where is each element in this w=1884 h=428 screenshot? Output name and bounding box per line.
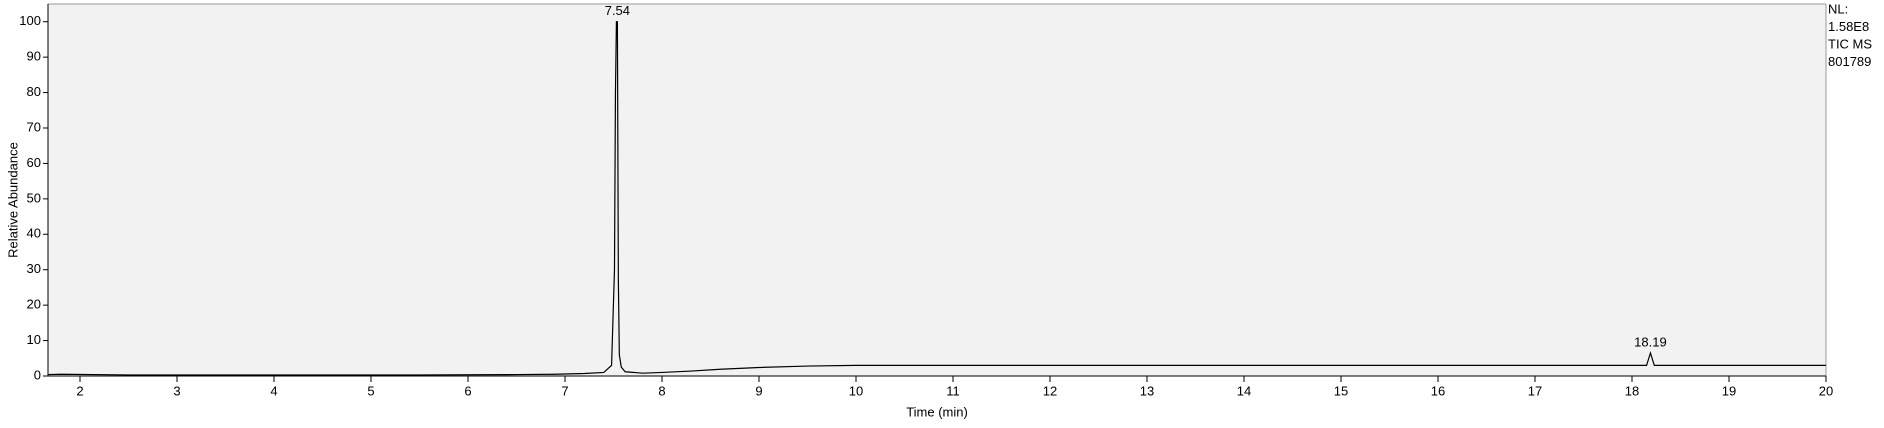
x-tick-label: 15 bbox=[1334, 383, 1348, 398]
plot-area bbox=[47, 3, 1827, 377]
x-tick-label: 17 bbox=[1528, 383, 1542, 398]
chromatogram-trace bbox=[47, 21, 1826, 376]
x-tick-label: 5 bbox=[367, 383, 374, 398]
info-text: 1.58E8 bbox=[1828, 19, 1869, 34]
y-tick-label: 10 bbox=[27, 332, 41, 347]
x-tick-label: 6 bbox=[464, 383, 471, 398]
y-tick-label: 40 bbox=[27, 226, 41, 241]
y-tick-label: 60 bbox=[27, 155, 41, 170]
info-text: NL: bbox=[1828, 1, 1848, 16]
peak-label: 18.19 bbox=[1634, 334, 1667, 349]
y-tick-label: 30 bbox=[27, 261, 41, 276]
y-axis-label: Relative Abundance bbox=[5, 142, 20, 258]
x-axis-label: Time (min) bbox=[906, 404, 968, 419]
x-tick-label: 4 bbox=[270, 383, 277, 398]
x-tick-label: 8 bbox=[658, 383, 665, 398]
y-tick-label: 90 bbox=[27, 49, 41, 64]
x-tick-label: 16 bbox=[1431, 383, 1445, 398]
y-tick-label: 50 bbox=[27, 190, 41, 205]
y-tick-label: 0 bbox=[34, 367, 41, 382]
x-tick-label: 9 bbox=[755, 383, 762, 398]
y-tick-label: 80 bbox=[27, 84, 41, 99]
x-tick-label: 10 bbox=[849, 383, 863, 398]
x-tick-label: 11 bbox=[946, 383, 960, 398]
peak-label: 7.54 bbox=[605, 3, 630, 18]
y-tick-label: 70 bbox=[27, 119, 41, 134]
x-tick-label: 12 bbox=[1043, 383, 1057, 398]
y-tick-label: 100 bbox=[19, 13, 41, 28]
x-tick-label: 7 bbox=[561, 383, 568, 398]
x-tick-label: 14 bbox=[1237, 383, 1251, 398]
x-tick-label: 18 bbox=[1625, 383, 1639, 398]
x-tick-label: 13 bbox=[1140, 383, 1154, 398]
info-text: TIC MS bbox=[1828, 36, 1872, 51]
x-tick-label: 20 bbox=[1819, 383, 1833, 398]
x-tick-label: 3 bbox=[173, 383, 180, 398]
y-tick-label: 20 bbox=[27, 297, 41, 312]
x-tick-label: 19 bbox=[1722, 383, 1736, 398]
info-text: 801789 bbox=[1828, 54, 1871, 69]
x-tick-label: 2 bbox=[76, 383, 83, 398]
